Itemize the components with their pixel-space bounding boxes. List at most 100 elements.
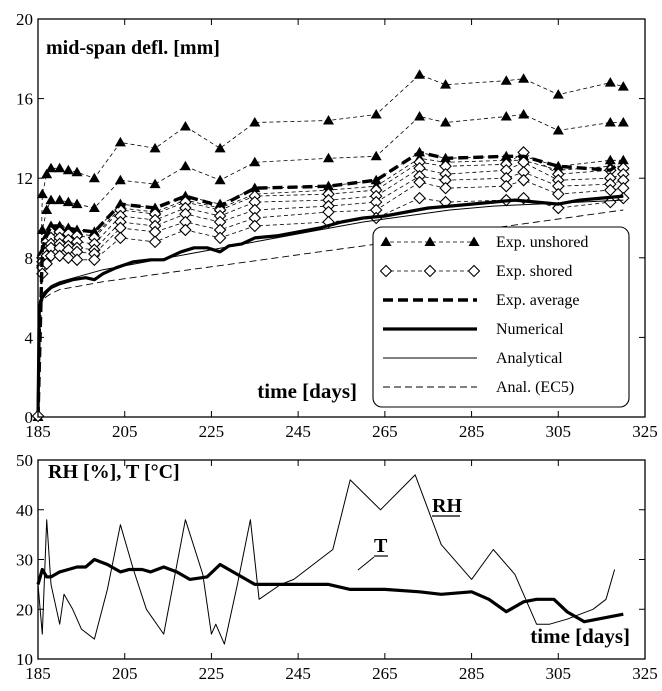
- deflection-series-1-point: [45, 194, 57, 205]
- deflection-series-1-point: [414, 111, 426, 121]
- deflection-series-0-point: [54, 162, 66, 173]
- deflection-series-0-point: [62, 164, 74, 175]
- y-tick-label: 50: [16, 451, 33, 470]
- deflection-chart: 185 205 225 245 265 285 305 325 0 4 8 12 16 20 mid-sp…: [16, 10, 658, 441]
- y-tick-label: 4: [25, 328, 34, 347]
- deflection-series-1-point: [617, 116, 629, 127]
- y-tick-label: 10: [16, 650, 33, 669]
- x-tick-label: 325: [632, 664, 658, 683]
- legend-swatch-marker: [380, 236, 392, 246]
- deflection-series-0-point: [370, 109, 382, 119]
- deflection-series-8-point: [248, 219, 262, 233]
- x-tick-label: 245: [285, 422, 311, 441]
- deflection-series-1-point: [88, 202, 100, 213]
- deflection-series-1-point: [604, 116, 616, 127]
- deflection-series-7-point: [499, 179, 513, 193]
- deflection-series-1-point: [500, 111, 512, 121]
- deflection-series-0-point: [214, 142, 226, 153]
- y-tick-label: 12: [16, 169, 33, 188]
- deflection-series-6-line: [37, 171, 624, 418]
- deflection-series-0-point: [249, 116, 261, 127]
- deflection-axis-ticks: 185 205 225 245 265 285 305 325 0 4 8 12 16 20: [16, 10, 658, 441]
- deflection-series-8-point: [44, 249, 58, 263]
- deflection-series-1-point: [249, 156, 261, 167]
- deflection-series-0-point: [322, 114, 334, 125]
- deflection-series-8-point: [213, 231, 227, 245]
- deflection-series-8-point: [88, 253, 101, 267]
- x-tick-label: 245: [285, 664, 311, 683]
- climate-chart-title: RH [%], T [°C]: [48, 461, 180, 483]
- deflection-series-10-line: [36, 194, 624, 418]
- climate-series-1-line: [36, 557, 624, 624]
- deflection-series-0-point: [617, 81, 629, 91]
- deflection-series-0-point: [41, 168, 53, 179]
- deflection-x-axis-label: time [days]: [257, 379, 357, 403]
- deflection-series-0-point: [552, 89, 564, 99]
- x-tick-label: 265: [372, 664, 398, 683]
- t-label-leader: [357, 556, 375, 571]
- deflection-series-0-point: [440, 79, 452, 89]
- legend-entry-label: Exp. shored: [496, 263, 572, 280]
- deflection-series-0-point: [88, 172, 100, 183]
- x-tick-label: 325: [632, 422, 658, 441]
- deflection-series-1-point: [214, 174, 226, 185]
- climate-axis-ticks: 185 205 225 245 265 285 305 325 10 20 30 40 50: [16, 451, 658, 683]
- deflection-series-1-point: [71, 198, 83, 209]
- deflection-series-0-point: [114, 136, 126, 147]
- x-tick-label: 205: [112, 422, 138, 441]
- deflection-series-8-point: [70, 253, 84, 267]
- deflection-series-8-point: [413, 191, 426, 205]
- deflection-series-1-point: [41, 204, 53, 215]
- y-tick-label: 0: [25, 408, 34, 427]
- deflection-series-2-point: [604, 154, 616, 165]
- y-tick-label: 8: [25, 249, 34, 268]
- deflection-series-8-point: [62, 251, 75, 265]
- legend-swatch-marker: [468, 236, 480, 246]
- deflection-series-1-line: [37, 114, 624, 418]
- x-tick-label: 285: [459, 664, 485, 683]
- deflection-series-11-line: [37, 199, 624, 418]
- deflection-series-8-point: [617, 191, 630, 205]
- deflection-plot-frame: [37, 18, 646, 418]
- deflection-series-1-point: [518, 109, 530, 119]
- deflection-series-9-line: [36, 150, 625, 418]
- legend-entry-label: Analytical: [496, 350, 563, 367]
- x-tick-label: 305: [546, 664, 572, 683]
- legend-entry-label: Exp. average: [496, 292, 580, 309]
- deflection-series-0-point: [71, 166, 83, 177]
- y-tick-label: 30: [16, 551, 33, 570]
- legend-swatch-marker: [379, 264, 393, 278]
- deflection-series-0-point: [604, 77, 616, 87]
- x-tick-label: 225: [199, 664, 225, 683]
- deflection-series-8-point: [179, 223, 192, 237]
- deflection-series-0-point: [500, 75, 512, 85]
- deflection-series-7-point: [517, 173, 530, 187]
- deflection-series-7-point: [413, 175, 426, 189]
- x-tick-label: 205: [112, 664, 138, 683]
- deflection-series-0-point: [518, 73, 530, 83]
- x-tick-label: 185: [25, 664, 51, 683]
- deflection-series-0-point: [36, 188, 48, 199]
- deflection-series-1-point: [54, 194, 66, 205]
- deflection-series-1-point: [179, 160, 191, 171]
- deflection-series-0-point: [414, 69, 426, 79]
- deflection-series-8-point: [53, 249, 66, 263]
- t-series-label: T: [374, 535, 388, 557]
- legend-swatch-marker: [423, 264, 437, 278]
- deflection-series-3-line: [37, 157, 624, 418]
- y-tick-label: 16: [16, 90, 33, 109]
- deflection-legend: Exp. unshored Exp. shored Exp. average Nume…: [372, 226, 630, 408]
- deflection-series-0-point: [45, 162, 57, 173]
- deflection-series-1-point: [36, 224, 48, 234]
- climate-plot-area: [36, 474, 624, 645]
- legend-swatch-marker: [424, 236, 436, 246]
- legend-entry-label: Numerical: [496, 321, 564, 338]
- legend-swatch-marker: [467, 264, 481, 278]
- x-tick-label: 265: [372, 422, 398, 441]
- climate-x-axis-label: time [days]: [530, 624, 630, 648]
- deflection-series-7-point: [552, 187, 565, 201]
- deflection-series-1-point: [149, 178, 161, 189]
- x-tick-label: 285: [459, 422, 485, 441]
- climate-series-0-line: [37, 474, 616, 645]
